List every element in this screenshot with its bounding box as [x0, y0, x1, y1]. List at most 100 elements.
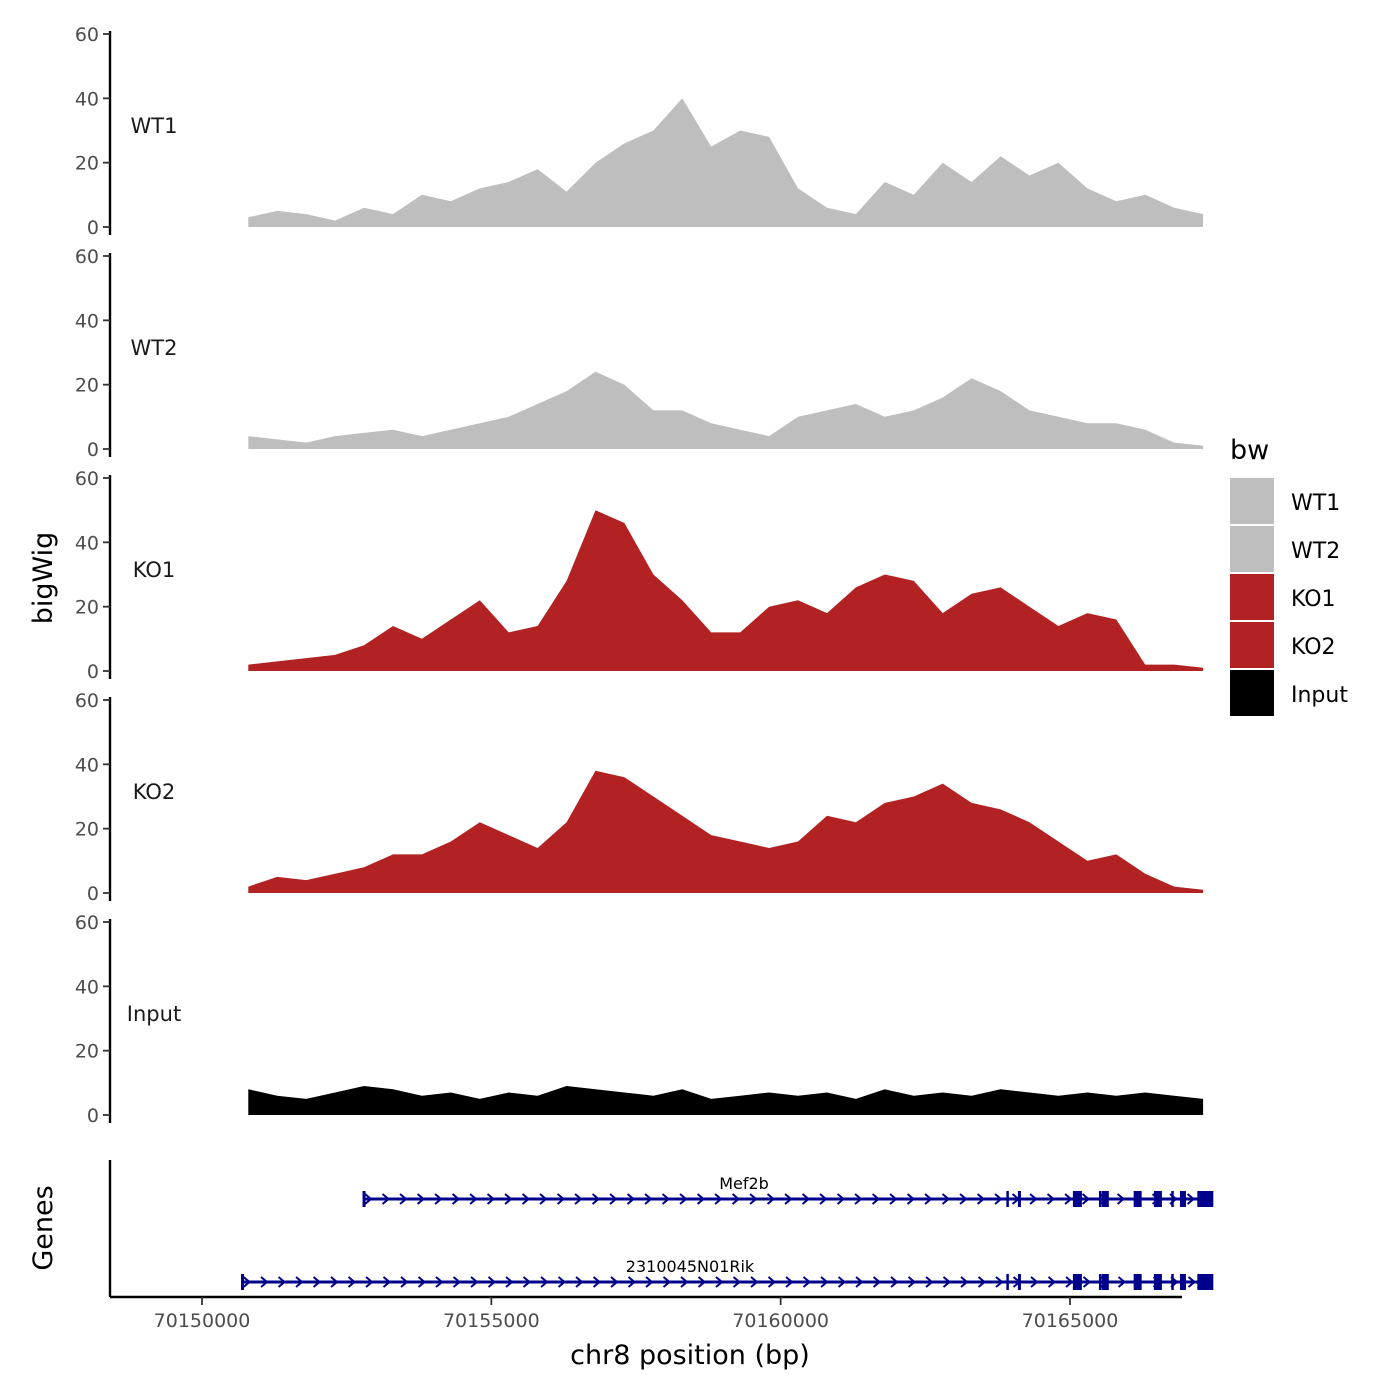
strand-arrow: [645, 1276, 654, 1288]
strand-arrow: [416, 1193, 426, 1205]
track-panel-ko1: 0 20 40 60 KO1: [75, 468, 1204, 683]
strand-arrow: [925, 1276, 934, 1288]
strand-arrow: [1082, 1276, 1092, 1288]
gene-mef2b: Mef2b: [362, 1174, 1214, 1207]
strand-arrow: [451, 1193, 461, 1205]
strand-arrow: [820, 1276, 829, 1288]
strand-arrow: [714, 1193, 723, 1205]
y-tick-label: 20: [75, 597, 99, 619]
track-label: Input: [127, 1002, 181, 1026]
strand-arrow: [1064, 1193, 1073, 1205]
strand-arrow: [1065, 1276, 1074, 1288]
strand-arrow: [260, 1276, 269, 1288]
strand-arrow: [1186, 1193, 1196, 1205]
track-label: KO1: [133, 558, 176, 582]
strand-arrow: [592, 1276, 602, 1288]
area-series-ko1: [248, 510, 1204, 671]
strand-arrow: [486, 1193, 496, 1205]
strand-arrow: [1081, 1193, 1091, 1205]
legend-label: KO2: [1291, 635, 1336, 660]
legend-swatch-wt1: [1230, 478, 1274, 524]
track-label: KO2: [133, 780, 176, 804]
x-tick-label: 70155000: [443, 1310, 540, 1332]
legend-label: WT1: [1291, 491, 1340, 516]
exon: [1006, 1274, 1009, 1290]
exon: [1101, 1274, 1109, 1290]
track-panel-wt1: 0 20 40 60 WT1: [75, 24, 1204, 239]
strand-arrow: [330, 1276, 339, 1288]
exon: [1006, 1191, 1009, 1207]
y-tick-label: 60: [75, 24, 99, 46]
strand-arrow: [906, 1193, 916, 1205]
strand-arrow: [540, 1276, 549, 1288]
strand-arrow: [662, 1276, 672, 1288]
strand-arrow: [872, 1276, 882, 1288]
strand-arrow: [942, 1276, 952, 1288]
y-tick-label: 0: [87, 883, 99, 905]
exon: [1017, 1274, 1021, 1290]
track-panel-input: 0 20 40 60 Input: [75, 912, 1204, 1127]
strand-arrow: [434, 1193, 443, 1205]
strand-arrow: [382, 1276, 392, 1288]
y-tick-label: 20: [75, 153, 99, 175]
strand-arrow: [504, 1193, 513, 1205]
strand-arrow: [801, 1193, 811, 1205]
legend-swatch-wt2: [1230, 526, 1274, 572]
x-tick-label: 70160000: [732, 1310, 829, 1332]
x-axis: 70150000 70155000 70160000 70165000: [110, 1295, 1182, 1332]
exon: [1179, 1191, 1186, 1207]
strand-arrow: [732, 1276, 742, 1288]
exon: [1153, 1191, 1162, 1207]
strand-arrow: [627, 1276, 637, 1288]
strand-arrow: [539, 1193, 548, 1205]
strand-arrow: [1047, 1276, 1057, 1288]
exon: [1101, 1191, 1109, 1207]
track-label: WT1: [131, 114, 178, 138]
strand-arrow: [417, 1276, 427, 1288]
area-series-ko2: [248, 770, 1204, 893]
strand-arrow: [697, 1276, 707, 1288]
strand-arrow: [364, 1193, 373, 1205]
exon: [1197, 1191, 1214, 1207]
strand-arrow: [381, 1193, 391, 1205]
exon: [241, 1274, 245, 1290]
exon: [1171, 1191, 1174, 1207]
strand-arrow: [854, 1193, 863, 1205]
strand-arrow: [295, 1276, 304, 1288]
strand-arrow: [591, 1193, 601, 1205]
strand-arrow: [1046, 1193, 1056, 1205]
strand-arrow: [522, 1276, 532, 1288]
legend-title: bw: [1230, 435, 1269, 466]
strand-arrow: [836, 1193, 846, 1205]
strand-arrow: [1029, 1193, 1038, 1205]
strand-arrow: [470, 1276, 479, 1288]
strand-arrow: [679, 1193, 688, 1205]
strand-arrow: [976, 1193, 986, 1205]
gene-track: Mef2b 2310045N01Rik: [108, 1160, 1214, 1297]
strand-arrow: [312, 1276, 322, 1288]
track-label: WT2: [131, 336, 178, 360]
strand-arrow: [575, 1276, 584, 1288]
y-tick-label: 40: [75, 310, 99, 332]
strand-arrow: [784, 1193, 793, 1205]
y-tick-label: 60: [75, 912, 99, 934]
exon: [1017, 1191, 1021, 1207]
y-tick-label: 60: [75, 690, 99, 712]
strand-arrow: [609, 1193, 618, 1205]
exon: [1197, 1274, 1214, 1290]
exon: [362, 1191, 366, 1207]
strand-arrow: [731, 1193, 741, 1205]
y-tick-label: 20: [75, 1041, 99, 1063]
y-tick-label: 40: [75, 754, 99, 776]
legend-label: WT2: [1291, 539, 1340, 564]
y-tick-label: 0: [87, 217, 99, 239]
strand-arrow: [452, 1276, 462, 1288]
strand-arrow: [855, 1276, 864, 1288]
strand-arrow: [521, 1193, 531, 1205]
exon: [1179, 1274, 1186, 1290]
strand-arrow: [837, 1276, 847, 1288]
strand-arrow: [365, 1276, 374, 1288]
y-tick-label: 40: [75, 976, 99, 998]
y-tick-label: 40: [75, 88, 99, 110]
